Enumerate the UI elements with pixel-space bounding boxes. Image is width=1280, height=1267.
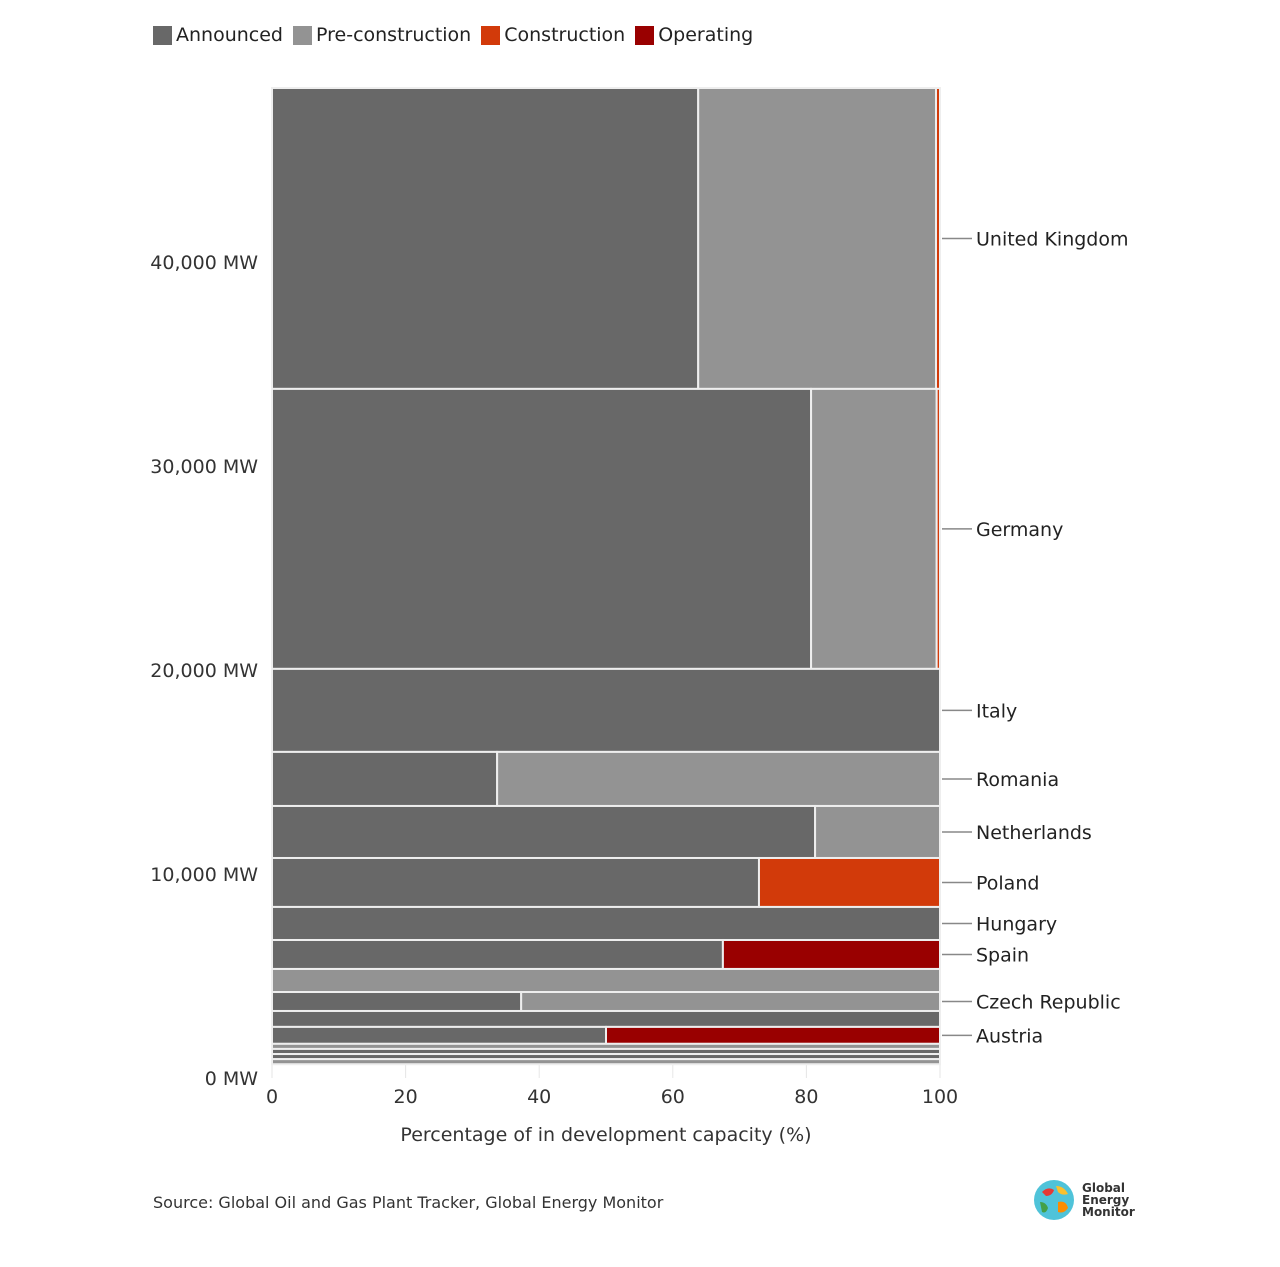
country-label: Romania: [976, 769, 1059, 791]
legend-swatch: [481, 25, 501, 45]
legend-item-operating[interactable]: Operating: [635, 24, 753, 46]
country-label: Austria: [976, 1025, 1043, 1047]
bar-segment-construction: [934, 87, 942, 390]
bar-segment-announced: [271, 1025, 607, 1045]
x-axis-title: Percentage of in development capacity (%…: [400, 1124, 811, 1146]
bar-segment-announced: [271, 856, 760, 908]
bar-segment-announced: [271, 667, 941, 753]
country-label: Germany: [976, 519, 1063, 541]
y-tick-label: 30,000 MW: [150, 456, 258, 478]
bar-segment-announced: [271, 750, 499, 807]
x-tick-label: 60: [661, 1086, 685, 1108]
bar-segment-pre-construction: [814, 804, 941, 859]
legend: Announced Pre-construction Construction …: [153, 24, 753, 46]
country-label: Czech Republic: [976, 992, 1121, 1014]
x-tick-label: 100: [922, 1086, 958, 1108]
legend-item-construction[interactable]: Construction: [481, 24, 625, 46]
y-tick-label: 40,000 MW: [150, 252, 258, 274]
logo-line: Energy: [1082, 1193, 1130, 1207]
logo-line: Monitor: [1082, 1205, 1135, 1219]
bar-segment-announced: [271, 387, 813, 670]
legend-item-pre-construction[interactable]: Pre-construction: [293, 24, 471, 46]
bar-segment-announced: [271, 87, 700, 390]
logo-line: Global: [1082, 1181, 1126, 1195]
legend-swatch: [153, 25, 172, 45]
legend-item-announced[interactable]: Announced: [153, 24, 283, 46]
y-tick-label: 0 MW: [205, 1068, 259, 1090]
bar-segment-construction: [757, 856, 941, 908]
country-label: Hungary: [976, 913, 1057, 935]
marimekko-chart: 0 20 40 60 80 100 0 MW 10,000 MW 20,000 MW 30,000…: [150, 87, 1129, 1146]
x-tick-label: 40: [527, 1086, 551, 1108]
x-tick-label: 0: [266, 1086, 278, 1108]
legend-label: Announced: [176, 24, 283, 46]
bar-segment-pre-construction: [271, 1058, 941, 1066]
bar-segment-pre-construction: [810, 387, 938, 670]
y-tick-label: 10,000 MW: [150, 864, 258, 886]
bar-segment-operating: [605, 1025, 941, 1045]
country-label: Poland: [976, 872, 1039, 894]
bar-segment-announced: [271, 804, 817, 859]
country-label: Netherlands: [976, 822, 1092, 844]
bar-segment-pre-construction: [271, 967, 941, 994]
legend-label: Operating: [658, 24, 754, 46]
bar-segment-announced: [271, 1009, 941, 1028]
legend-swatch: [293, 25, 312, 45]
country-label: United Kingdom: [976, 228, 1129, 250]
bar-segment-pre-construction: [496, 750, 941, 807]
legend-label: Pre-construction: [316, 24, 472, 46]
legend-label: Construction: [504, 24, 626, 46]
country-label: Spain: [976, 944, 1029, 966]
bar-segment-announced: [271, 991, 523, 1012]
globe-icon: [1034, 1180, 1074, 1220]
bar-segment-construction: [935, 387, 941, 670]
gem-logo: Global Energy Monitor: [1032, 1178, 1135, 1222]
y-tick-label: 20,000 MW: [150, 660, 258, 682]
country-label: Italy: [976, 700, 1017, 722]
bar-segment-pre-construction: [697, 87, 937, 390]
source-note: Source: Global Oil and Gas Plant Tracker…: [153, 1193, 664, 1212]
x-tick-label: 80: [794, 1086, 818, 1108]
bar-segment-announced: [271, 905, 941, 941]
bar-segment-announced: [271, 938, 724, 970]
x-tick-label: 20: [394, 1086, 418, 1108]
bar-segment-pre-construction: [520, 991, 941, 1012]
bar-segment-operating: [721, 938, 942, 970]
legend-swatch: [635, 25, 655, 45]
